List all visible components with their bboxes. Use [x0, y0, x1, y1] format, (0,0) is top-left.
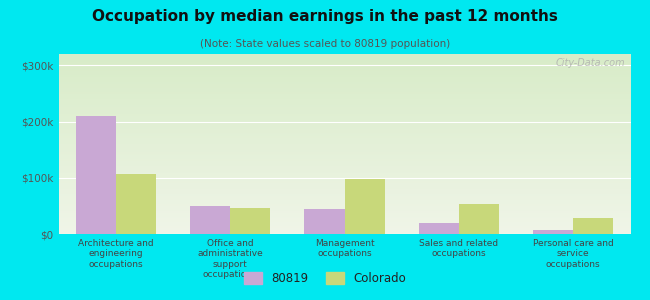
Legend: 80819, Colorado: 80819, Colorado — [238, 266, 412, 291]
Bar — [533, 230, 573, 234]
Text: Occupation by median earnings in the past 12 months: Occupation by median earnings in the pas… — [92, 9, 558, 24]
Bar — [304, 209, 345, 234]
Text: (Note: State values scaled to 80819 population): (Note: State values scaled to 80819 popu… — [200, 39, 450, 49]
Bar — [344, 179, 385, 234]
Bar — [230, 208, 270, 234]
Bar — [75, 116, 116, 234]
Bar — [419, 223, 459, 234]
Bar — [190, 206, 230, 234]
Text: City-Data.com: City-Data.com — [555, 58, 625, 68]
Bar — [116, 174, 156, 234]
Bar — [573, 218, 614, 234]
Bar — [459, 204, 499, 234]
